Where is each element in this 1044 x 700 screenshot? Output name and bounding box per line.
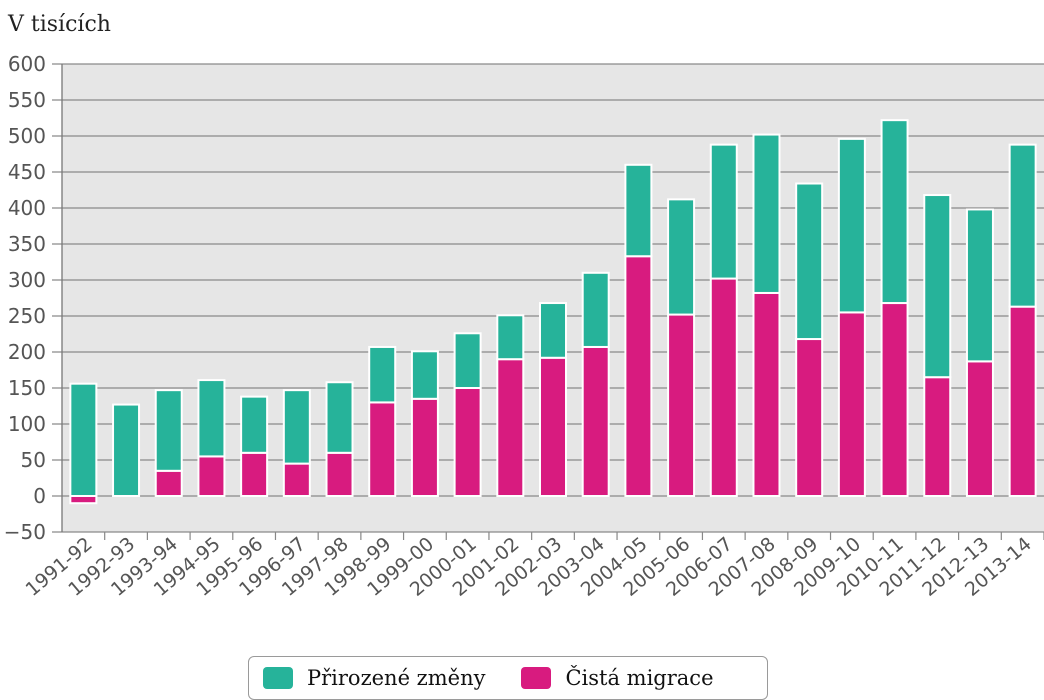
y-tick-label: 150 [8,376,46,400]
bar-migration [453,387,482,497]
bar-migration [410,397,439,497]
legend-label-natural: Přirozené změny [307,666,486,690]
bar-migration [624,255,653,497]
y-axis-label: V tisících [8,12,111,37]
bar-migration [325,451,354,497]
bar-natural-change [69,382,98,497]
bar-migration [795,338,824,498]
bar-layer [69,119,1037,505]
bar-natural-change [709,143,738,280]
legend-item-natural: Přirozené změny [263,666,485,690]
bar-natural-change [880,119,909,305]
chart-legend: Přirozené změny Čistá migrace [248,656,768,700]
bar-natural-change [154,389,183,472]
bar-natural-change [282,389,311,465]
bar-migration [154,469,183,497]
y-tick-label: 450 [8,160,46,184]
y-tick-label: 0 [33,484,46,508]
y-tick-label: 300 [8,268,46,292]
y-tick-label: 250 [8,304,46,328]
y-tick-label: 100 [8,412,46,436]
y-tick-label: 600 [8,52,46,76]
bar-natural-change [795,182,824,341]
bar-natural-change [197,379,226,458]
bar-migration [880,302,909,498]
y-tick-label: −50 [4,520,46,544]
bar-natural-change [923,194,952,379]
bar-migration [581,345,610,497]
y-tick-label: 350 [8,232,46,256]
bar-migration [709,277,738,497]
y-tick-label: 50 [21,448,46,472]
bar-migration [197,455,226,497]
bar-natural-change [368,345,397,404]
legend-label-migration: Čistá migrace [565,666,714,690]
y-tick-label: 400 [8,196,46,220]
bar-migration [752,291,781,497]
bar-natural-change [325,381,354,454]
bar-natural-change [837,137,866,314]
bar-migration [69,495,98,505]
legend-item-migration: Čistá migrace [521,666,714,690]
y-tick-label: 500 [8,124,46,148]
bar-migration [282,462,311,498]
bar-natural-change [667,198,696,316]
y-tick-label: 550 [8,88,46,112]
bar-natural-change [752,133,781,294]
bar-natural-change [410,350,439,400]
bar-migration [1008,305,1037,498]
bar-migration [539,356,567,498]
bar-natural-change [581,271,610,348]
bar-natural-change [624,163,653,258]
bar-migration [496,358,525,498]
bar-migration [923,376,952,498]
bar-migration [965,360,994,497]
legend-swatch-natural [263,667,293,689]
bar-migration [667,313,696,497]
bar-migration [837,311,866,497]
bar-natural-change [112,403,141,497]
legend-swatch-migration [521,667,552,689]
bar-natural-change [539,302,567,359]
bar-natural-change [453,332,482,389]
bar-migration [368,401,397,497]
bar-natural-change [496,314,525,361]
y-tick-label: 200 [8,340,46,364]
bar-natural-change [1008,143,1037,308]
bar-natural-change [965,208,994,363]
stacked-bar-chart: −500501001502002503003504004505005506001… [4,52,1044,601]
bar-natural-change [240,395,269,454]
bar-migration [240,451,269,497]
